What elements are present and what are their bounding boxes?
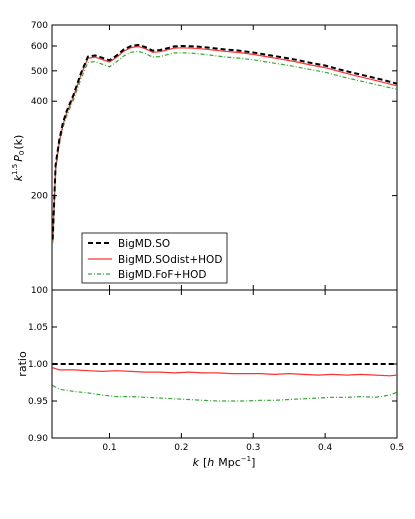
- top-y-tick-label: 500: [31, 67, 48, 77]
- ylabel-P: P: [12, 155, 25, 162]
- top-series-group: [51, 43, 398, 244]
- x-tick-label: 0.3: [246, 443, 260, 453]
- top-y-axis-label: k1.5 P0(k): [11, 135, 26, 182]
- bottom-y-tick-label: 0.95: [28, 397, 48, 407]
- top-y-tick-label: 100: [31, 286, 48, 296]
- bottom-y-ticks: 0.90 0.95 1.00 1.05: [28, 323, 397, 444]
- legend-box: [81, 232, 228, 284]
- ylabel-subscript: 0: [18, 151, 26, 155]
- top-series-bigmd-so: [51, 43, 398, 240]
- legend-label-bigmd-fof-hod: BigMD.FoF+HOD: [118, 269, 206, 281]
- legend: BigMD.SO BigMD.SOdist+HOD BigMD.FoF+HOD: [81, 232, 228, 284]
- top-y-ticks: 100 200 400 500 600 700: [31, 21, 398, 296]
- x-ticks: 0.1 0.2 0.3 0.4 0.5: [102, 290, 404, 453]
- legend-label-bigmd-so: BigMD.SO: [118, 238, 170, 250]
- bottom-y-axis-label: ratio: [16, 351, 29, 377]
- top-series-bigmd-fof-hod: [52, 50, 398, 244]
- ylabel-exponent: 1.5: [11, 164, 19, 175]
- bottom-y-tick-label: 0.90: [28, 434, 48, 444]
- ylabel-k: k: [12, 174, 25, 181]
- xlabel-close-bracket: ]: [251, 456, 255, 469]
- top-y-tick-label: 200: [31, 192, 48, 202]
- top-y-tick-label: 400: [31, 97, 48, 107]
- xlabel-open-bracket: [: [203, 456, 207, 469]
- top-y-tick-label: 600: [31, 42, 48, 52]
- x-tick-label: 0.1: [102, 443, 116, 453]
- power-spectrum-panel: 100 200 400 500 600 700 k1.5 P0(k) BigMD.SO Bi…: [11, 21, 398, 296]
- x-tick-label: 0.2: [174, 443, 188, 453]
- top-y-tick-label: 700: [31, 21, 48, 31]
- x-axis-label: k [h Mpc−1]: [193, 455, 256, 469]
- xlabel-mpc: Mpc: [218, 456, 241, 469]
- legend-label-bigmd-sodist-hod: BigMD.SOdist+HOD: [118, 254, 222, 266]
- ratio-panel: 0.90 0.95 1.00 1.05 0.1 0.2 0.3 0.4 0.5 ratio k…: [16, 289, 404, 469]
- x-tick-label: 0.4: [318, 443, 333, 453]
- bottom-y-tick-label: 1.00: [28, 360, 48, 370]
- bottom-y-tick-label: 1.05: [28, 323, 48, 333]
- xlabel-h: h: [207, 456, 214, 469]
- bottom-series-bigmd-sodist-hod: [52, 367, 398, 377]
- x-tick-label: 0.5: [390, 443, 404, 453]
- xlabel-exponent: −1: [241, 455, 251, 463]
- top-series-bigmd-sodist-hod: [52, 45, 398, 242]
- xlabel-k: k: [193, 456, 200, 469]
- ylabel-argument: (k): [12, 135, 25, 150]
- bottom-series-bigmd-fof-hod: [52, 384, 398, 402]
- bottom-series-group: [52, 363, 398, 402]
